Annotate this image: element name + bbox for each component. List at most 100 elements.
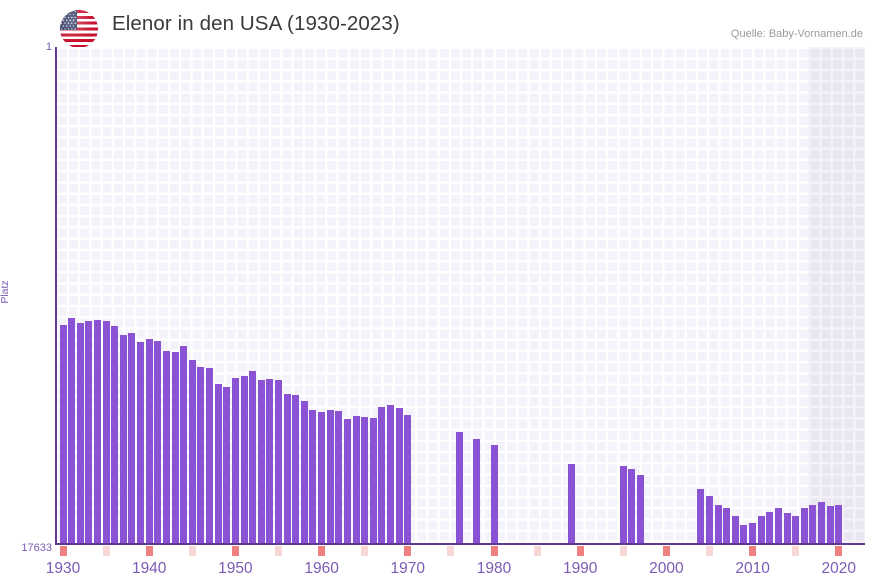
y-axis-bottom-tick: 17633 [0, 538, 52, 554]
bar-1944[interactable] [180, 346, 188, 544]
flag-stars [60, 10, 77, 31]
bar-2014[interactable] [783, 513, 791, 544]
x-tick-major-1970 [404, 545, 412, 556]
x-tick-label-2020: 2020 [821, 559, 857, 577]
x-tick-major-1950 [231, 545, 239, 556]
bar-1961[interactable] [326, 410, 334, 544]
bar-1964[interactable] [352, 416, 360, 544]
x-tick-minor-1935 [102, 545, 110, 556]
bar-1962[interactable] [335, 411, 343, 544]
x-tick-major-2020 [835, 545, 843, 556]
bar-1969[interactable] [395, 408, 403, 544]
bar-1938[interactable] [128, 333, 136, 544]
bar-1978[interactable] [473, 439, 481, 544]
bar-2004[interactable] [697, 489, 705, 544]
x-tick-label-1990: 1990 [562, 559, 598, 577]
bar-1954[interactable] [266, 379, 274, 544]
bar-1945[interactable] [188, 360, 196, 544]
bar-1941[interactable] [154, 341, 162, 544]
bar-1995[interactable] [619, 466, 627, 544]
x-tick-major-1940 [145, 545, 153, 556]
no-data-region [808, 47, 865, 544]
bar-1970[interactable] [404, 415, 412, 544]
bar-1932[interactable] [76, 323, 84, 544]
bar-1940[interactable] [145, 339, 153, 544]
bar-1958[interactable] [300, 401, 308, 544]
bar-1957[interactable] [292, 395, 300, 544]
bar-1997[interactable] [637, 475, 645, 544]
x-tick-label-1950: 1950 [218, 559, 253, 577]
bar-1953[interactable] [257, 380, 265, 544]
x-tick-minor-1985 [533, 545, 541, 556]
bar-1936[interactable] [111, 326, 119, 544]
x-tick-major-1930 [59, 545, 67, 556]
x-tick-label-2010: 2010 [735, 559, 770, 577]
bar-2008[interactable] [731, 516, 739, 544]
bar-1935[interactable] [102, 321, 110, 544]
bar-2016[interactable] [800, 508, 808, 544]
bar-1965[interactable] [361, 417, 369, 544]
x-tick-major-1980 [490, 545, 498, 556]
bar-1959[interactable] [309, 410, 317, 544]
bar-1956[interactable] [283, 394, 291, 544]
bar-1952[interactable] [249, 371, 257, 544]
x-tick-minor-1975 [447, 545, 455, 556]
bar-2010[interactable] [749, 523, 757, 544]
bar-1930[interactable] [59, 325, 67, 544]
bar-1934[interactable] [93, 320, 101, 544]
bar-2018[interactable] [818, 502, 826, 544]
bar-2011[interactable] [757, 516, 765, 544]
page-title: Elenor in den USA (1930-2023) [112, 12, 400, 35]
bar-1937[interactable] [119, 335, 127, 544]
bar-2006[interactable] [714, 505, 722, 544]
bar-1968[interactable] [387, 405, 395, 544]
bar-1948[interactable] [214, 384, 222, 544]
bar-2005[interactable] [706, 496, 713, 544]
y-axis-title: Platz [0, 280, 11, 304]
bar-1931[interactable] [68, 318, 76, 544]
x-tick-minor-1955 [275, 545, 282, 556]
bar-1942[interactable] [162, 351, 170, 544]
bar-1980[interactable] [490, 445, 498, 544]
bar-2007[interactable] [723, 508, 731, 544]
x-tick-major-1960 [318, 545, 326, 556]
plot-area [56, 47, 865, 544]
bar-1966[interactable] [369, 418, 377, 544]
x-axis-line [56, 543, 865, 546]
bar-1996[interactable] [628, 469, 636, 544]
bar-1939[interactable] [137, 342, 145, 544]
bar-1943[interactable] [171, 352, 179, 544]
bar-2013[interactable] [774, 508, 782, 544]
bar-1967[interactable] [378, 407, 386, 544]
y-axis-top-tick: 1 [10, 42, 52, 54]
x-tick-major-2000 [662, 545, 670, 556]
bar-1976[interactable] [456, 432, 464, 544]
chart-header: Elenor in den USA (1930-2023) Quelle: Ba… [0, 0, 873, 48]
y-axis-line [55, 47, 57, 545]
flag-gloss [60, 10, 98, 48]
x-tick-label-1940: 1940 [131, 559, 167, 577]
bar-1951[interactable] [240, 376, 248, 544]
bar-1933[interactable] [85, 321, 93, 544]
bar-1950[interactable] [231, 378, 239, 544]
x-tick-minor-1945 [188, 545, 196, 556]
bar-2009[interactable] [740, 525, 748, 544]
bar-2020[interactable] [835, 505, 843, 544]
bar-2017[interactable] [809, 505, 817, 544]
bar-1946[interactable] [197, 367, 205, 544]
bar-1963[interactable] [343, 419, 351, 544]
bar-1989[interactable] [568, 464, 576, 544]
bar-1947[interactable] [206, 368, 214, 544]
bar-2015[interactable] [792, 516, 800, 544]
x-tick-label-1980: 1980 [476, 559, 512, 577]
bar-1960[interactable] [318, 412, 326, 544]
bar-1955[interactable] [275, 380, 282, 544]
x-tick-minor-2015 [792, 545, 800, 556]
x-tick-major-1990 [576, 545, 584, 556]
x-tick-major-2010 [749, 545, 757, 556]
bar-1949[interactable] [223, 387, 231, 544]
bar-2019[interactable] [826, 506, 834, 544]
bar-2012[interactable] [766, 512, 774, 544]
x-axis: 1930 1940 1950 1960 1970 1980 1990 2000 2010 2020 [46, 545, 865, 588]
